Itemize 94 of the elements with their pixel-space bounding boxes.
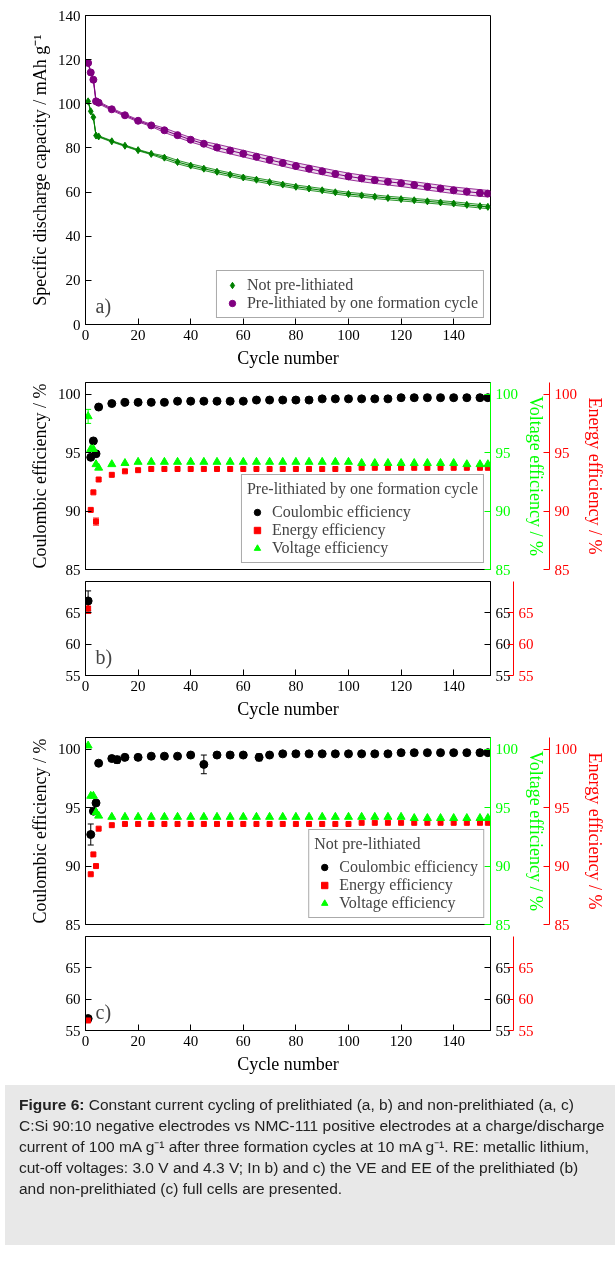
x-tick-label: 40 (183, 1032, 199, 1049)
y2-tick-label: 85 (495, 916, 511, 933)
legend-label: Energy efficiency (271, 521, 386, 539)
x-tick-label: 100 (337, 677, 360, 694)
y2-axis-title: Voltage efficiency / % (526, 396, 546, 556)
y2-tick-label: 60 (495, 991, 511, 1008)
y3-tick-label: 100 (554, 386, 577, 403)
y-axis-title: Coulombic efficiency / % (30, 738, 50, 924)
y-axis-title: Specific discharge capacity / mAh g⁻¹ (30, 34, 50, 306)
y2-axis-title: Voltage efficiency / % (526, 751, 546, 911)
x-axis-title: Cycle number (237, 347, 339, 368)
y3-tick-label: 60 (518, 991, 534, 1008)
x-tick-label: 80 (288, 326, 304, 343)
legend-label: Voltage efficiency (339, 894, 456, 912)
y3-tick-label: 90 (554, 858, 570, 875)
y-tick-label: 140 (58, 7, 81, 24)
y2-tick-label: 95 (495, 799, 511, 816)
y-tick-label: 100 (58, 741, 81, 758)
legend-label: Coulombic efficiency (271, 503, 411, 521)
y-tick-label: 20 (65, 272, 81, 289)
legend-label: Coulombic efficiency (339, 858, 478, 876)
y2-tick-label: 65 (495, 604, 511, 621)
y-tick-label: 85 (65, 561, 81, 578)
x-tick-label: 20 (130, 326, 146, 343)
y-tick-label: 65 (65, 959, 81, 976)
y-tick-label: 100 (58, 386, 81, 403)
y2-tick-label: 100 (495, 386, 518, 403)
x-tick-label: 120 (389, 1032, 413, 1049)
legend-title: Not pre-lithiated (314, 835, 422, 853)
y2-tick-label: 55 (495, 1022, 511, 1039)
x-tick-label: 120 (389, 677, 413, 694)
x-tick-label: 60 (235, 326, 251, 343)
y2-tick-label: 55 (495, 667, 511, 684)
y-axis-title: Coulombic efficiency / % (30, 383, 50, 569)
y-tick-label: 60 (65, 991, 81, 1008)
x-tick-label: 60 (235, 677, 251, 694)
y2-tick-label: 90 (495, 858, 511, 875)
y-tick-label: 90 (65, 858, 81, 875)
y3-axis-title: Energy efficiency / % (585, 397, 605, 555)
y-tick-label: 120 (58, 51, 81, 68)
x-tick-label: 40 (183, 326, 199, 343)
x-tick-label: 20 (130, 677, 146, 694)
x-tick-label: 140 (442, 326, 465, 343)
legend-label: Voltage efficiency (271, 539, 389, 557)
y-tick-label: 40 (65, 228, 81, 245)
annotation: c) (95, 1000, 112, 1024)
y3-axis-title: Energy efficiency / % (585, 752, 605, 910)
y3-tick-label: 60 (518, 636, 534, 653)
y-tick-label: 60 (65, 184, 81, 201)
x-tick-label: 140 (442, 1032, 465, 1049)
y-tick-label: 65 (65, 604, 81, 621)
x-tick-label: 140 (442, 677, 465, 694)
y2-tick-label: 60 (495, 636, 511, 653)
y2-tick-label: 65 (495, 959, 511, 976)
y-tick-label: 95 (65, 444, 81, 461)
x-tick-label: 80 (288, 1032, 304, 1049)
y-tick-label: 55 (65, 1022, 81, 1039)
x-axis-title: Cycle number (237, 1053, 339, 1074)
y-tick-label: 95 (65, 799, 81, 816)
y3-tick-label: 85 (554, 916, 570, 933)
legend-label: Pre-lithiated by one formation cycle (246, 294, 478, 312)
y3-tick-label: 65 (518, 959, 534, 976)
caption: Figure 6: Constant current cycling of prelithiated (a, b) and non-prelithiated (a, c) C:Si 90:10 negative electrodes vs NMC-111 positive electrodes at a charge/discharge current of 100 mA g⁻¹ after three formation cycles at 10 mA g⁻¹. RE: metallic lithium, cut-off voltages: 3.0 V and 4.3 V; In b) and c) the VE and EE of the prelithiated (b) and non-prelithiated (c) full cells are presented. (19, 1095, 606, 1199)
y-tick-label: 90 (65, 503, 81, 520)
legend-title: Pre-lithiated by one formation cycle (246, 480, 478, 498)
x-tick-label: 100 (337, 1032, 360, 1049)
legend-label: Energy efficiency (339, 876, 453, 894)
y3-tick-label: 65 (518, 604, 534, 621)
y3-tick-label: 55 (518, 667, 534, 684)
y-tick-label: 55 (65, 667, 81, 684)
y2-tick-label: 90 (495, 503, 511, 520)
annotation: b) (95, 645, 113, 669)
y3-tick-label: 95 (554, 799, 570, 816)
y2-tick-label: 85 (495, 561, 511, 578)
y-tick-label: 85 (65, 916, 81, 933)
x-tick-label: 80 (288, 677, 304, 694)
y2-tick-label: 100 (495, 741, 518, 758)
annotation: a) (95, 294, 112, 318)
x-axis-title: Cycle number (237, 698, 339, 719)
y3-tick-label: 85 (554, 561, 570, 578)
y-tick-label: 60 (65, 636, 81, 653)
x-tick-label: 60 (235, 1032, 251, 1049)
legend-label: Not pre-lithiated (246, 276, 354, 294)
y3-tick-label: 95 (554, 444, 570, 461)
x-tick-label: 120 (389, 326, 413, 343)
x-tick-label: 100 (337, 326, 360, 343)
y3-tick-label: 100 (554, 741, 577, 758)
y3-tick-label: 55 (518, 1022, 534, 1039)
x-tick-label: 40 (183, 677, 199, 694)
y-tick-label: 100 (58, 95, 81, 112)
y-tick-label: 80 (65, 139, 81, 156)
y2-tick-label: 95 (495, 444, 511, 461)
y3-tick-label: 90 (554, 503, 570, 520)
x-tick-label: 20 (130, 1032, 146, 1049)
